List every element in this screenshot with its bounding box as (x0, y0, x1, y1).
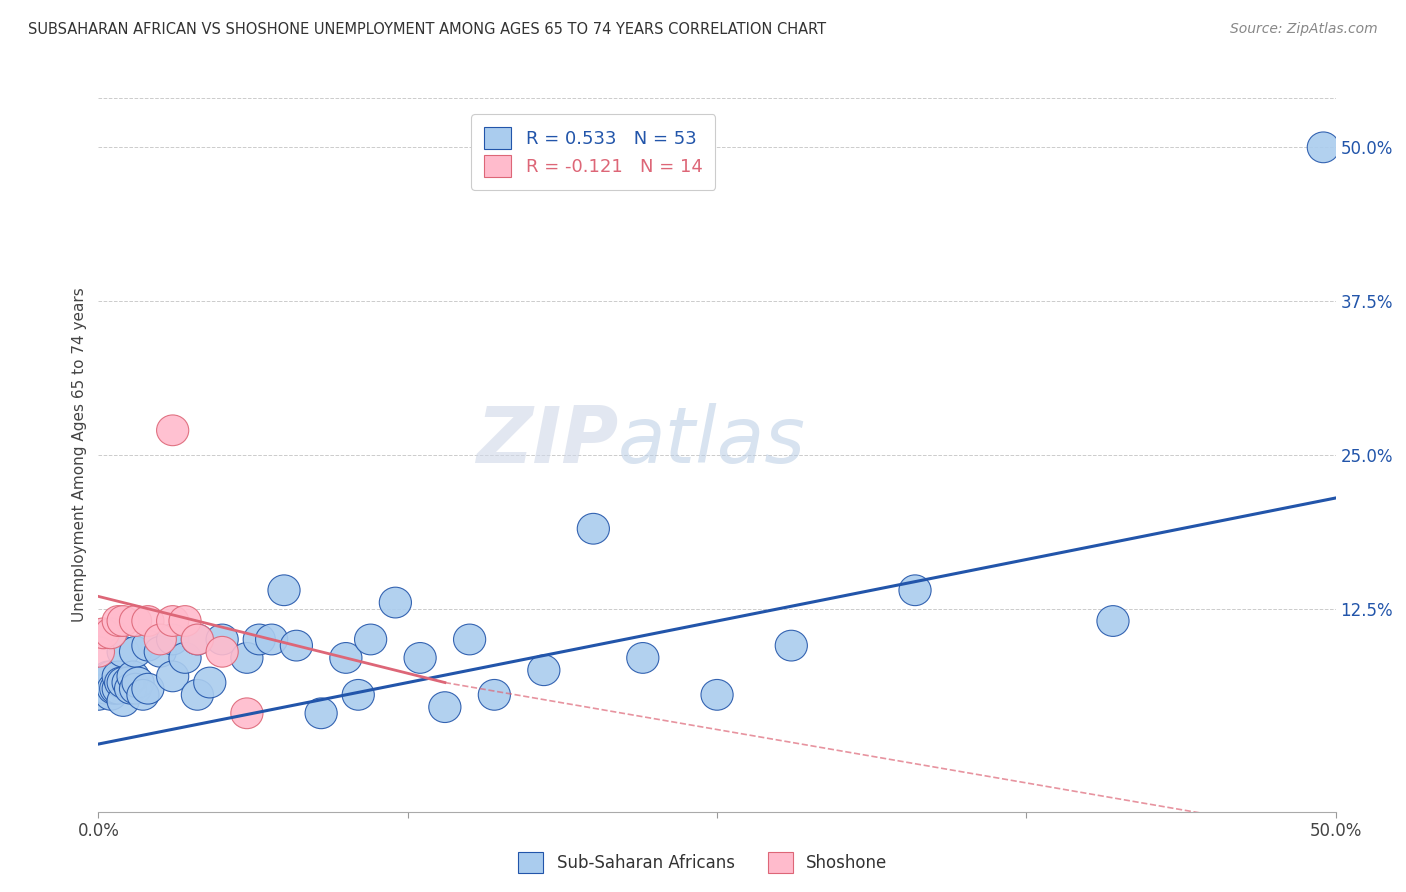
Ellipse shape (120, 673, 152, 704)
Ellipse shape (83, 636, 114, 667)
Ellipse shape (107, 606, 139, 636)
Ellipse shape (181, 680, 214, 710)
Text: SUBSAHARAN AFRICAN VS SHOSHONE UNEMPLOYMENT AMONG AGES 65 TO 74 YEARS CORRELATIO: SUBSAHARAN AFRICAN VS SHOSHONE UNEMPLOYM… (28, 22, 827, 37)
Ellipse shape (94, 661, 127, 692)
Ellipse shape (132, 673, 165, 704)
Ellipse shape (478, 680, 510, 710)
Ellipse shape (702, 680, 733, 710)
Ellipse shape (1097, 606, 1129, 636)
Ellipse shape (269, 574, 299, 606)
Ellipse shape (256, 624, 288, 655)
Ellipse shape (145, 624, 176, 655)
Text: atlas: atlas (619, 402, 806, 479)
Ellipse shape (380, 587, 412, 618)
Ellipse shape (103, 606, 135, 636)
Ellipse shape (342, 680, 374, 710)
Ellipse shape (1308, 132, 1340, 162)
Ellipse shape (103, 661, 135, 692)
Legend: Sub-Saharan Africans, Shoshone: Sub-Saharan Africans, Shoshone (512, 846, 894, 880)
Ellipse shape (120, 636, 152, 667)
Ellipse shape (132, 606, 165, 636)
Ellipse shape (87, 618, 120, 648)
Ellipse shape (90, 673, 122, 704)
Y-axis label: Unemployment Among Ages 65 to 74 years: Unemployment Among Ages 65 to 74 years (72, 287, 87, 623)
Ellipse shape (354, 624, 387, 655)
Ellipse shape (527, 655, 560, 686)
Ellipse shape (114, 673, 146, 704)
Ellipse shape (898, 574, 931, 606)
Ellipse shape (93, 661, 124, 692)
Ellipse shape (97, 673, 129, 704)
Ellipse shape (578, 514, 609, 544)
Ellipse shape (207, 624, 238, 655)
Ellipse shape (775, 631, 807, 661)
Ellipse shape (87, 667, 120, 698)
Ellipse shape (83, 680, 114, 710)
Ellipse shape (429, 692, 461, 723)
Ellipse shape (127, 680, 159, 710)
Ellipse shape (454, 624, 485, 655)
Ellipse shape (100, 673, 132, 704)
Ellipse shape (117, 661, 149, 692)
Text: ZIP: ZIP (475, 402, 619, 479)
Ellipse shape (107, 686, 139, 716)
Ellipse shape (169, 606, 201, 636)
Ellipse shape (231, 642, 263, 673)
Ellipse shape (181, 624, 214, 655)
Ellipse shape (156, 661, 188, 692)
Ellipse shape (156, 606, 188, 636)
Ellipse shape (231, 698, 263, 729)
Ellipse shape (627, 642, 659, 673)
Ellipse shape (104, 667, 136, 698)
Ellipse shape (122, 667, 155, 698)
Ellipse shape (103, 673, 135, 704)
Ellipse shape (207, 636, 238, 667)
Text: Source: ZipAtlas.com: Source: ZipAtlas.com (1230, 22, 1378, 37)
Legend: R = 0.533   N = 53, R = -0.121   N = 14: R = 0.533 N = 53, R = -0.121 N = 14 (471, 114, 716, 190)
Ellipse shape (243, 624, 276, 655)
Ellipse shape (145, 636, 176, 667)
Ellipse shape (169, 642, 201, 673)
Ellipse shape (330, 642, 361, 673)
Ellipse shape (107, 667, 139, 698)
Ellipse shape (120, 606, 152, 636)
Ellipse shape (94, 680, 127, 710)
Ellipse shape (156, 624, 188, 655)
Ellipse shape (404, 642, 436, 673)
Ellipse shape (94, 618, 127, 648)
Ellipse shape (112, 667, 145, 698)
Ellipse shape (156, 415, 188, 446)
Ellipse shape (280, 631, 312, 661)
Ellipse shape (107, 636, 139, 667)
Ellipse shape (305, 698, 337, 729)
Ellipse shape (132, 631, 165, 661)
Ellipse shape (181, 624, 214, 655)
Ellipse shape (194, 667, 226, 698)
